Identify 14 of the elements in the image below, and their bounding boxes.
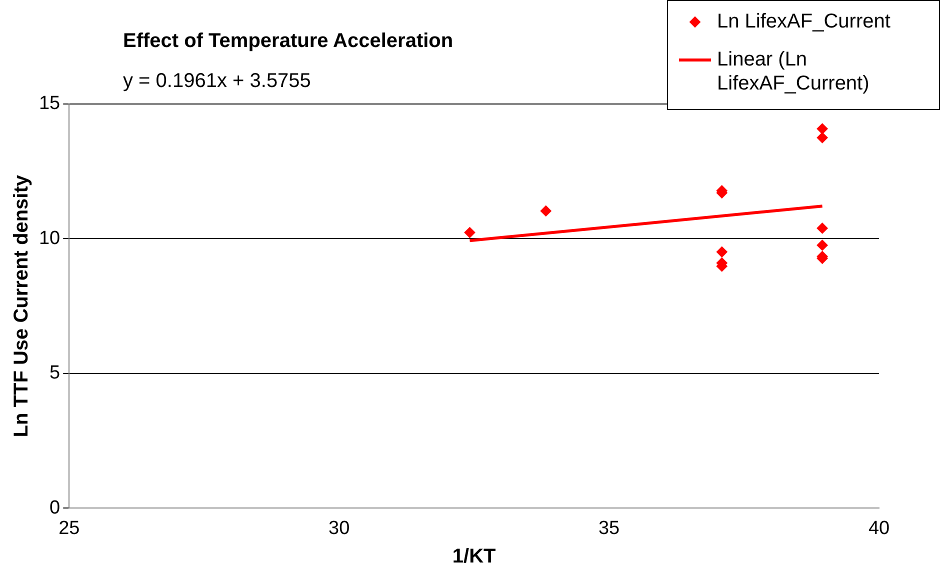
y-tick-label: 10 (38, 228, 60, 249)
x-tick-label: 40 (868, 518, 890, 539)
y-tick-label: 15 (38, 93, 60, 114)
y-axis-title: Ln TTF Use Current density (10, 174, 33, 438)
x-axis-title: 1/KT (452, 546, 496, 568)
chart-title: Effect of Temperature Acceleration (123, 30, 454, 53)
legend-label: Ln LifexAF_Current (717, 10, 891, 33)
y-tick-label: 0 (50, 497, 60, 518)
legend-label: Linear (Ln LifexAF_Current) (717, 48, 870, 95)
x-tick-label: 25 (58, 518, 80, 539)
y-tick-label: 5 (50, 362, 60, 384)
x-tick-label: 30 (328, 518, 350, 539)
x-tick-label: 35 (598, 518, 620, 539)
text: y = 0.1961x + 3.5755 (123, 70, 311, 93)
